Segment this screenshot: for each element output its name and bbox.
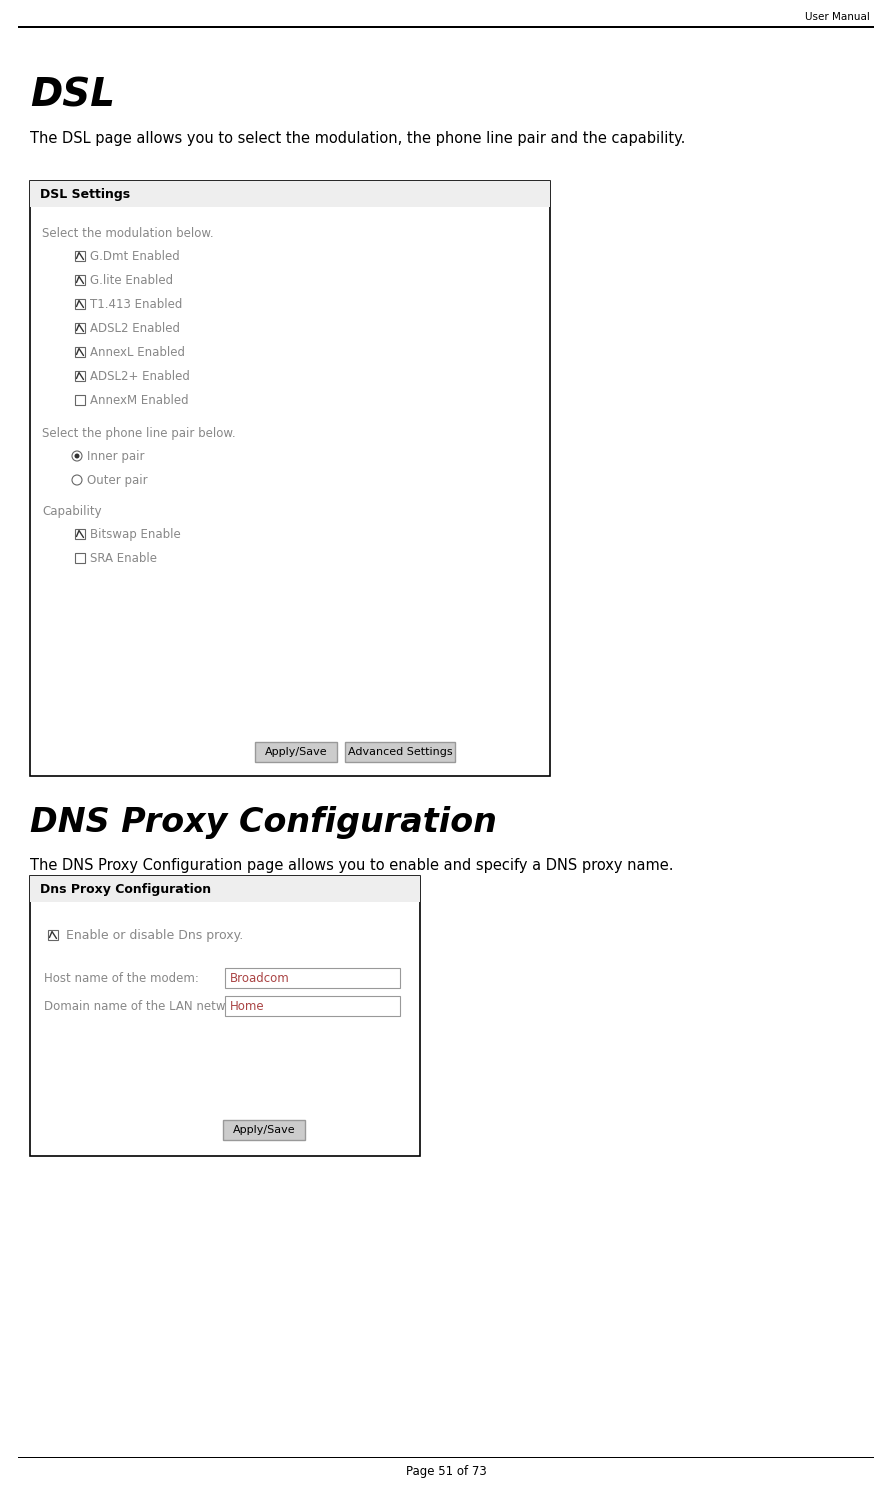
Text: Domain name of the LAN network:: Domain name of the LAN network: — [44, 1000, 249, 1012]
Bar — [75, 276, 85, 285]
Text: Broadcom: Broadcom — [230, 971, 290, 985]
Bar — [225, 995, 400, 1017]
Text: User Manual: User Manual — [805, 12, 870, 23]
Bar — [75, 395, 85, 405]
Bar — [30, 181, 550, 206]
Text: Inner pair: Inner pair — [87, 449, 145, 462]
Circle shape — [72, 450, 82, 461]
Text: Bitswap Enable: Bitswap Enable — [90, 527, 181, 541]
Bar — [18, 26, 874, 29]
Bar — [223, 1120, 305, 1140]
Text: Enable or disable Dns proxy.: Enable or disable Dns proxy. — [66, 929, 244, 941]
Text: Outer pair: Outer pair — [87, 473, 147, 486]
Bar — [255, 742, 337, 762]
Bar — [75, 346, 85, 357]
Text: SRA Enable: SRA Enable — [90, 551, 157, 565]
Bar — [30, 876, 420, 902]
Bar — [75, 529, 85, 539]
Text: DSL: DSL — [30, 75, 115, 114]
Text: Advanced Settings: Advanced Settings — [348, 747, 452, 758]
Text: T1.413 Enabled: T1.413 Enabled — [90, 298, 182, 310]
Bar — [30, 181, 550, 776]
Bar — [345, 742, 455, 762]
Text: Select the modulation below.: Select the modulation below. — [42, 227, 213, 239]
Text: DSL Settings: DSL Settings — [40, 188, 130, 200]
Text: G.Dmt Enabled: G.Dmt Enabled — [90, 250, 180, 262]
Text: ADSL2 Enabled: ADSL2 Enabled — [90, 321, 180, 334]
Bar — [75, 252, 85, 261]
Bar — [75, 300, 85, 309]
Text: Apply/Save: Apply/Save — [233, 1125, 295, 1136]
Text: Capability: Capability — [42, 505, 102, 518]
Text: G.lite Enabled: G.lite Enabled — [90, 274, 173, 286]
Text: Home: Home — [230, 1000, 265, 1012]
Text: Apply/Save: Apply/Save — [265, 747, 327, 758]
Text: ADSL2+ Enabled: ADSL2+ Enabled — [90, 369, 190, 383]
Circle shape — [72, 474, 82, 485]
Bar — [75, 370, 85, 381]
Text: AnnexM Enabled: AnnexM Enabled — [90, 393, 188, 407]
Text: Select the phone line pair below.: Select the phone line pair below. — [42, 428, 235, 440]
Text: DNS Proxy Configuration: DNS Proxy Configuration — [30, 806, 497, 839]
Bar — [30, 876, 420, 1157]
Text: Dns Proxy Configuration: Dns Proxy Configuration — [40, 883, 211, 896]
Bar — [48, 931, 58, 940]
Circle shape — [75, 453, 79, 458]
Bar — [75, 322, 85, 333]
Bar — [225, 968, 400, 988]
Text: Host name of the modem:: Host name of the modem: — [44, 971, 199, 985]
Bar — [75, 553, 85, 563]
Text: The DSL page allows you to select the modulation, the phone line pair and the ca: The DSL page allows you to select the mo… — [30, 131, 685, 146]
Text: The DNS Proxy Configuration page allows you to enable and specify a DNS proxy na: The DNS Proxy Configuration page allows … — [30, 858, 673, 873]
Text: Page 51 of 73: Page 51 of 73 — [406, 1465, 486, 1477]
Text: AnnexL Enabled: AnnexL Enabled — [90, 345, 185, 358]
